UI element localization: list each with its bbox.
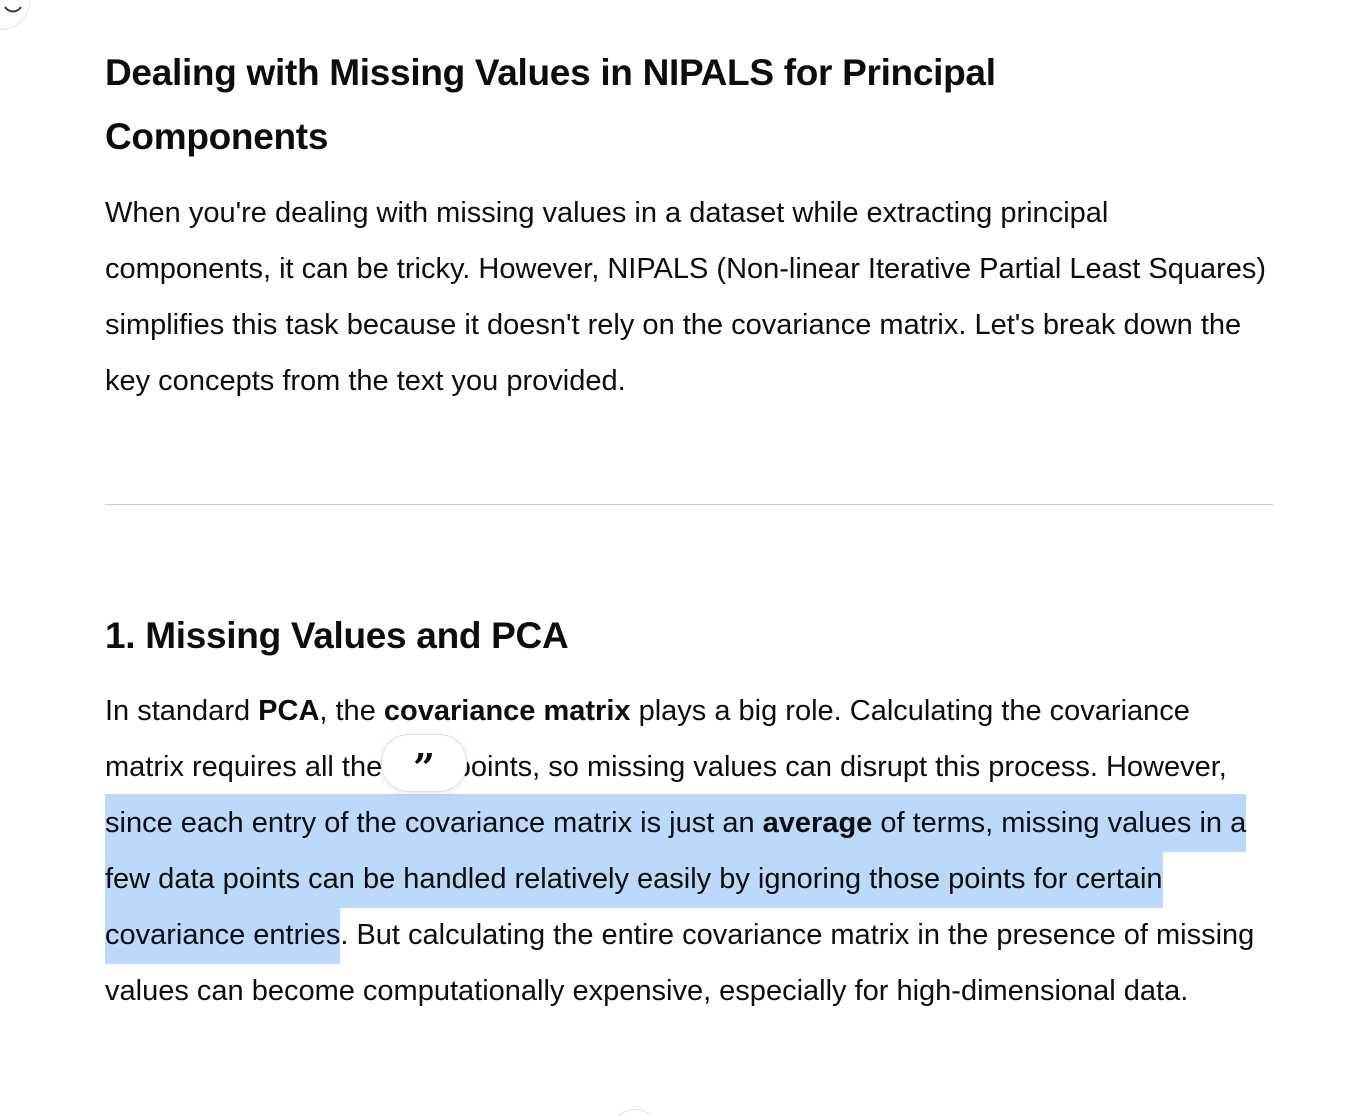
body-bold-pca: PCA [258,695,320,727]
selected-text-part: since each entry of the covariance matri… [105,807,763,839]
body-text: . But calculating the entire covariance … [105,919,1255,1007]
message-title: Dealing with Missing Values in NIPALS fo… [105,52,996,157]
section-divider [105,504,1273,505]
body-bold-covariance: covariance matrix [383,695,631,727]
selected-bold-average: average [762,807,873,839]
body-text: , the [319,695,384,727]
assistant-logo-icon [4,6,22,13]
body-paragraph[interactable]: In standard PCA, the covariance matrix p… [105,683,1273,1019]
selected-text-part: of terms, missing values in a few data p… [105,807,1247,951]
intro-paragraph: When you're dealing with missing values … [105,197,1267,397]
quote-selection-button[interactable]: ” [381,734,467,792]
assistant-avatar [0,0,30,30]
quote-icon: ” [413,745,435,790]
section-heading: 1. Missing Values and PCA [105,615,569,656]
scroll-to-bottom-button[interactable] [610,1109,660,1116]
body-text: plays a big role. Calculating the covari… [105,695,1227,783]
body-text: In standard [105,695,259,727]
